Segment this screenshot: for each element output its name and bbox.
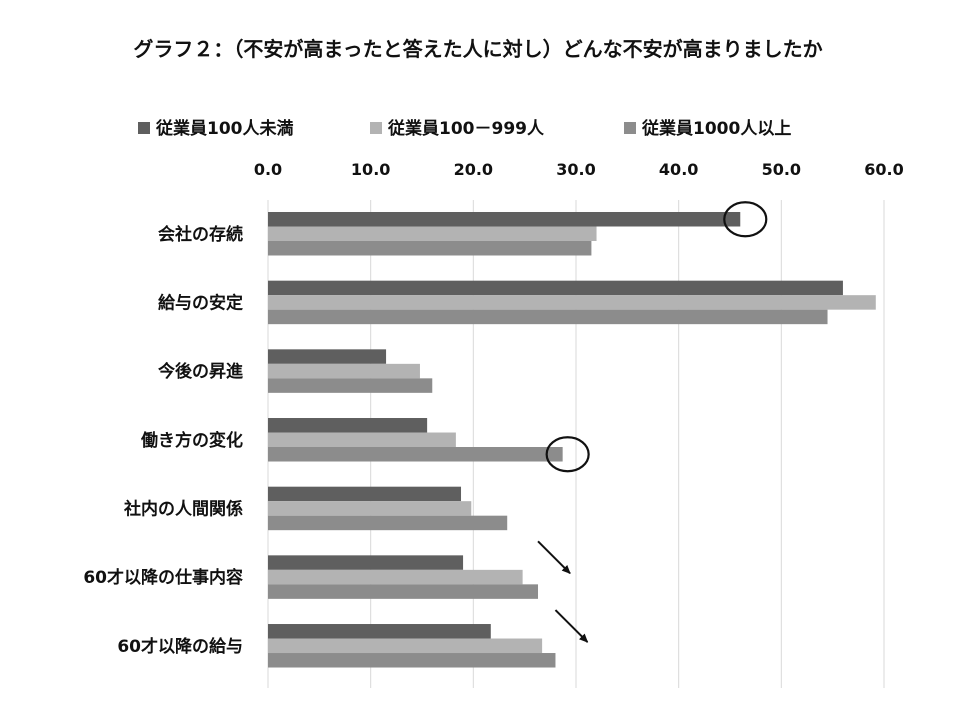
category-label: 社内の人間関係 [123,498,243,519]
bars [268,212,876,668]
x-axis-tick-labels: 0.0 10.0 20.0 30.0 40.0 50.0 60.0 [254,160,904,179]
category-label: 会社の存続 [158,224,243,245]
legend: 従業員100人未満 従業員100－999人 従業員1000人以上 [138,118,791,139]
trend-arrow [554,609,589,643]
x-tick-label: 20.0 [454,160,493,179]
x-tick-label: 30.0 [556,160,595,179]
bar [268,447,563,462]
bar [268,241,592,256]
bar [268,432,456,448]
bar [268,363,420,379]
legend-label: 従業員100人未満 [155,118,294,139]
legend-swatch [138,122,150,134]
annotations [537,201,768,643]
bar [268,309,828,325]
category-label: 今後の昇進 [158,361,243,382]
category-label: 働き方の変化 [140,430,243,451]
legend-label: 従業員100－999人 [387,118,545,139]
x-tick-label: 10.0 [351,160,390,179]
bar [268,569,523,585]
bar [268,295,876,310]
x-tick-label: 40.0 [659,160,698,179]
bar [268,555,464,570]
bar [268,486,462,502]
bar [268,501,472,516]
bar [268,378,433,393]
x-tick-label: 0.0 [254,160,282,179]
bar [268,212,741,227]
legend-swatch [370,122,382,134]
bar [268,638,543,654]
bar [268,515,508,531]
highlight-circle [545,436,590,473]
bar [268,280,843,296]
bar [268,349,387,364]
x-tick-label: 50.0 [762,160,801,179]
bar [268,653,556,668]
category-label: 60才以降の仕事内容 [83,567,243,588]
bar [268,584,539,599]
bar [268,418,428,433]
bar [268,624,491,639]
category-label: 給与の安定 [158,292,243,313]
chart-title: グラフ２：（不安が高まったと答えた人に対し）どんな不安が高まりましたか [133,37,822,61]
legend-swatch [624,122,636,134]
legend-label: 従業員1000人以上 [641,118,791,139]
bar [268,226,597,241]
category-label: 60才以降の給与 [117,636,243,657]
x-tick-label: 60.0 [864,160,903,179]
highlight-circle [723,201,768,238]
trend-arrow [537,540,571,575]
